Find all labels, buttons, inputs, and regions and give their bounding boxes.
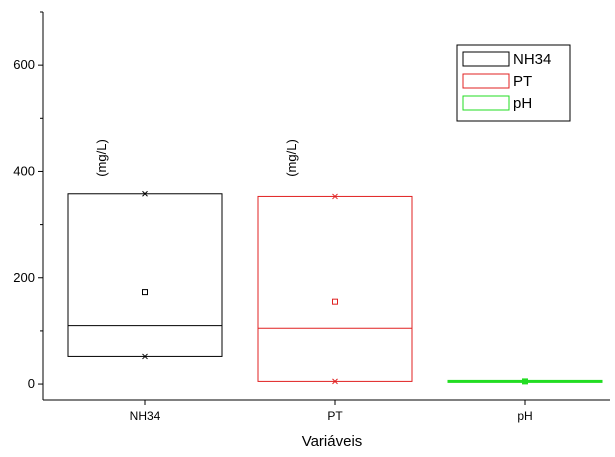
box-ph xyxy=(447,378,603,385)
box-nh34: (mg/L) xyxy=(67,139,223,360)
axes: 0 200 400 600 NH34 PT pH Variáveis xyxy=(13,11,610,450)
box-body xyxy=(67,193,223,357)
box-pt: (mg/L) xyxy=(257,139,413,385)
legend-swatch-nh34 xyxy=(462,51,510,67)
legend-swatch-pt xyxy=(462,73,510,89)
mean-marker xyxy=(522,378,528,385)
y-tick-label: 600 xyxy=(13,57,35,72)
max-marker xyxy=(142,190,148,197)
min-marker xyxy=(142,353,148,360)
box-body xyxy=(257,195,413,382)
mean-marker xyxy=(332,298,338,305)
legend-label-ph: pH xyxy=(513,95,532,112)
min-marker xyxy=(332,378,338,385)
y-tick-label: 0 xyxy=(28,376,35,391)
legend-label-nh34: NH34 xyxy=(513,51,551,68)
unit-label: (mg/L) xyxy=(94,139,109,177)
legend-box xyxy=(456,44,571,122)
y-tick-label: 200 xyxy=(13,270,35,285)
x-tick-label: PT xyxy=(327,409,343,423)
unit-label: (mg/L) xyxy=(284,139,299,177)
x-axis-title: Variáveis xyxy=(302,433,363,450)
x-tick-label: NH34 xyxy=(130,409,161,423)
legend: NH34 PT pH xyxy=(456,44,571,122)
legend-swatch-ph xyxy=(462,95,510,111)
legend-label-pt: PT xyxy=(513,73,532,90)
max-marker-stroke xyxy=(142,190,148,197)
min-marker-stroke xyxy=(142,353,148,360)
max-marker xyxy=(332,193,338,200)
max-marker-stroke xyxy=(332,193,338,200)
y-tick-label: 400 xyxy=(13,163,35,178)
mean-marker xyxy=(142,289,148,296)
min-marker-stroke xyxy=(332,378,338,385)
x-tick-label: pH xyxy=(517,409,532,423)
plot-area: (mg/L) (mg/L) xyxy=(67,139,603,385)
